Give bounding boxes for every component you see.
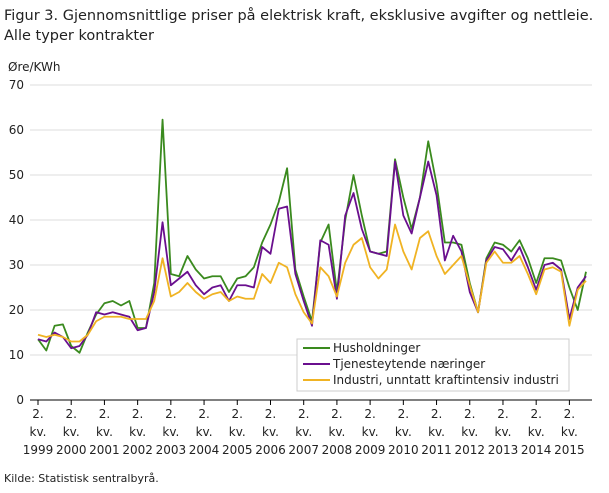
y-tick-label: 70: [9, 78, 24, 92]
x-tick-label: 2. kv. 2011: [421, 407, 452, 457]
y-tick-label: 20: [9, 303, 24, 317]
x-tick-label: 2. kv. 2007: [288, 407, 319, 457]
x-tick-label: 2. kv. 2015: [554, 407, 585, 457]
y-tick-label: 10: [9, 348, 24, 362]
x-tick-label: 2. kv. 2014: [521, 407, 552, 457]
chart-title: Figur 3. Gjennomsnittlige priser på elek…: [4, 7, 593, 24]
x-tick-label: 2. kv. 2010: [388, 407, 419, 457]
y-tick-label: 40: [9, 213, 24, 227]
legend: Husholdninger Tjenesteytende næringer Indu…: [296, 338, 570, 392]
x-tick-label: 2. kv. 2002: [122, 407, 153, 457]
x-tick-label: 2. kv. 2001: [89, 407, 120, 457]
y-tick-label: 30: [9, 258, 24, 272]
legend-label: Industri, unntatt kraftintensiv industri: [333, 373, 559, 387]
series-line: [37, 223, 587, 343]
y-axis-label: Øre/KWh: [8, 60, 60, 74]
chart-title: Alle typer kontrakter: [4, 28, 154, 44]
legend-label: Tjenesteytende næringer: [332, 357, 485, 371]
x-tick-label: 2. kv. 2004: [189, 407, 220, 457]
x-tick-label: 2. kv. 2009: [355, 407, 386, 457]
x-tick-label: 2. kv. 2008: [322, 407, 353, 457]
x-tick-label: 2. kv. 1999: [23, 407, 54, 457]
legend-label: Husholdninger: [333, 341, 420, 355]
x-tick-label: 2. kv. 2012: [454, 407, 485, 457]
x-tick-label: 2. kv. 2005: [222, 407, 253, 457]
y-tick-label: 0: [16, 393, 24, 407]
x-tick-label: 2. kv. 2003: [156, 407, 187, 457]
x-tick-label: 2. kv. 2000: [56, 407, 87, 457]
source: Kilde: Statistisk sentralbyrå.: [4, 472, 159, 485]
y-tick-label: 50: [9, 168, 24, 182]
y-tick-label: 60: [9, 123, 24, 137]
x-tick-label: 2. kv. 2006: [255, 407, 286, 457]
x-tick-label: 2. kv. 2013: [488, 407, 519, 457]
series-line: [37, 160, 587, 350]
legend-box: [296, 338, 570, 392]
